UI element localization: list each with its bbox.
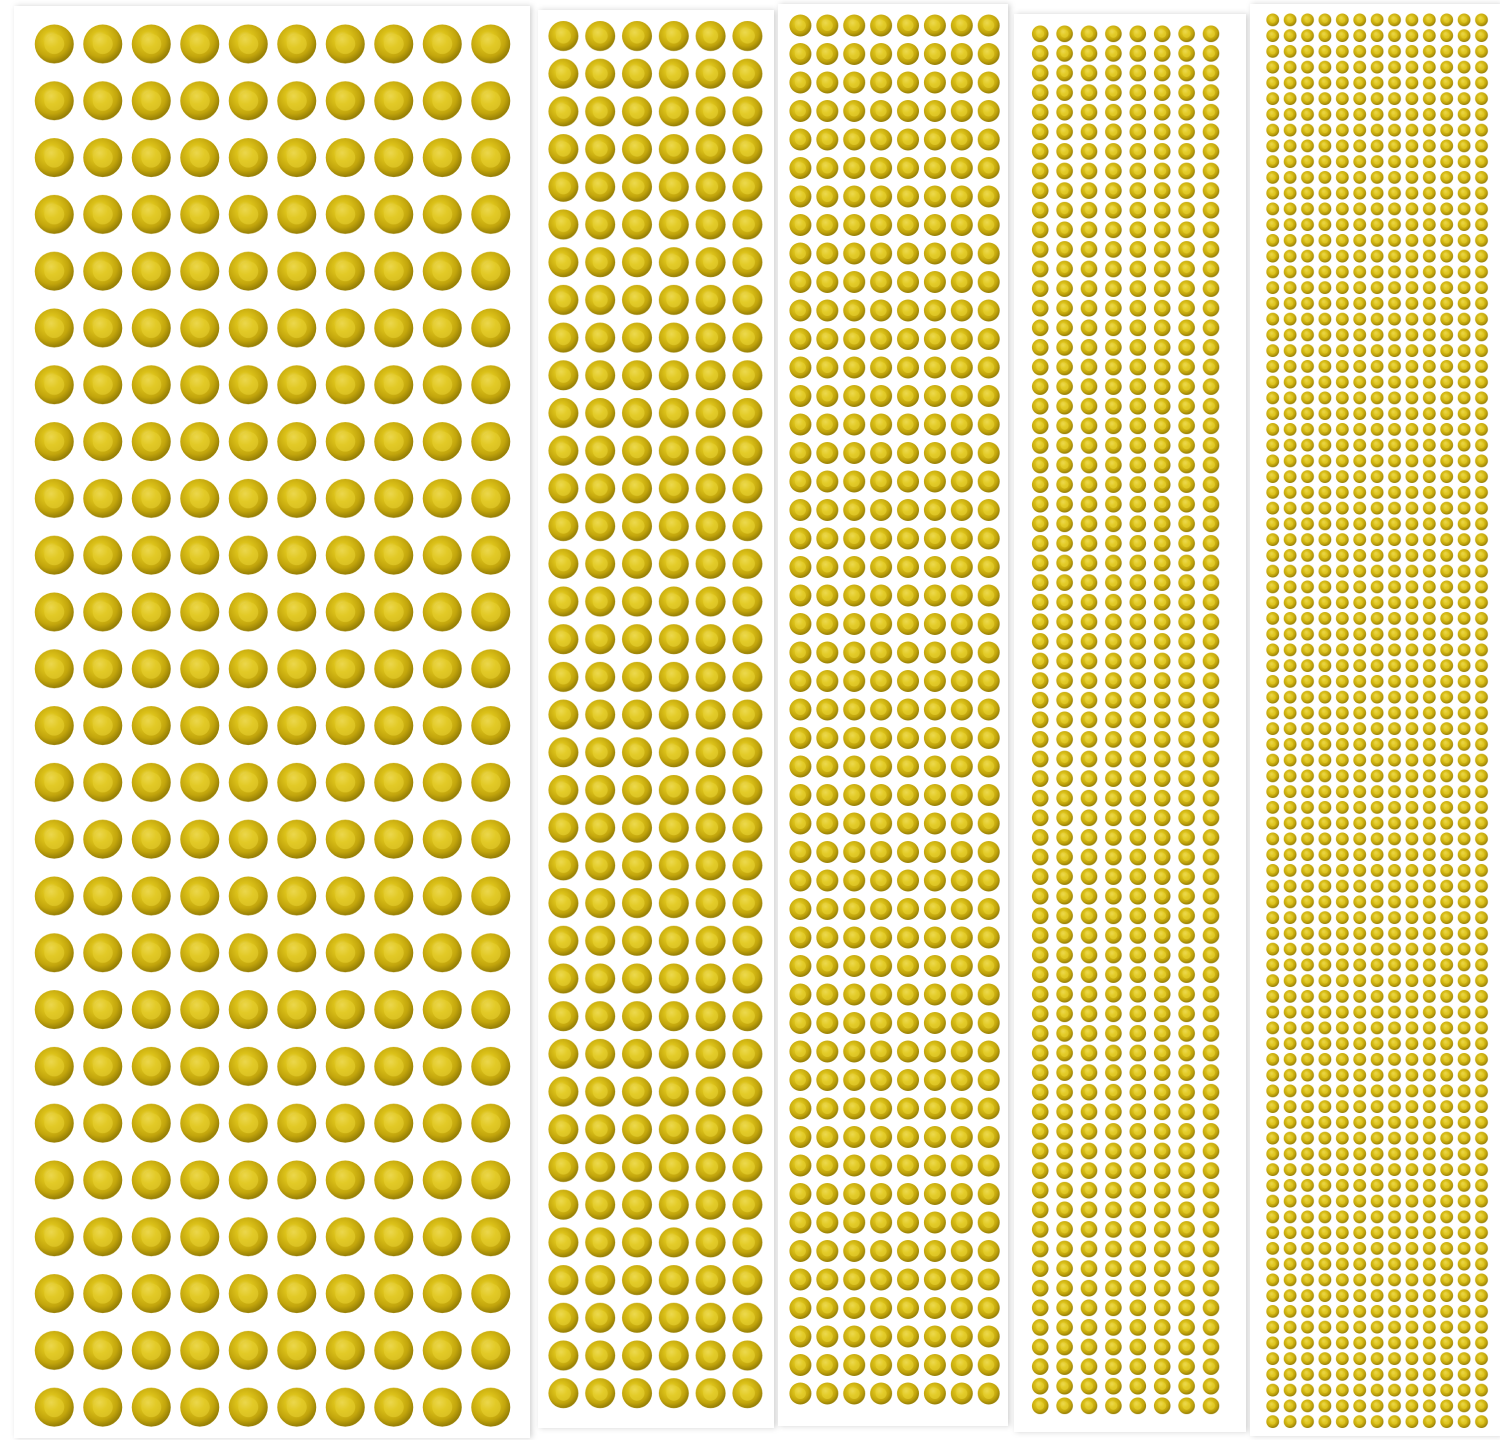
rhinestone-grid — [30, 20, 515, 1440]
rhinestone-grid — [1264, 12, 1490, 1430]
rhinestone-grid — [1028, 24, 1224, 1417]
rhinestone-grid — [787, 12, 1002, 1410]
rhinestone-grid — [545, 18, 766, 1414]
